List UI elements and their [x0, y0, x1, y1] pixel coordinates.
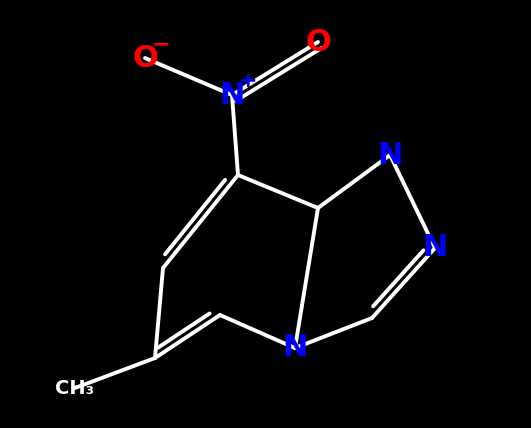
Text: −: −: [152, 34, 170, 54]
Text: O: O: [305, 27, 331, 56]
Text: N: N: [282, 333, 307, 363]
Text: N: N: [378, 140, 402, 169]
Text: N: N: [219, 80, 245, 110]
Text: N: N: [422, 234, 448, 262]
Text: O: O: [132, 44, 158, 72]
Text: CH₃: CH₃: [56, 378, 95, 398]
Text: +: +: [239, 71, 258, 91]
